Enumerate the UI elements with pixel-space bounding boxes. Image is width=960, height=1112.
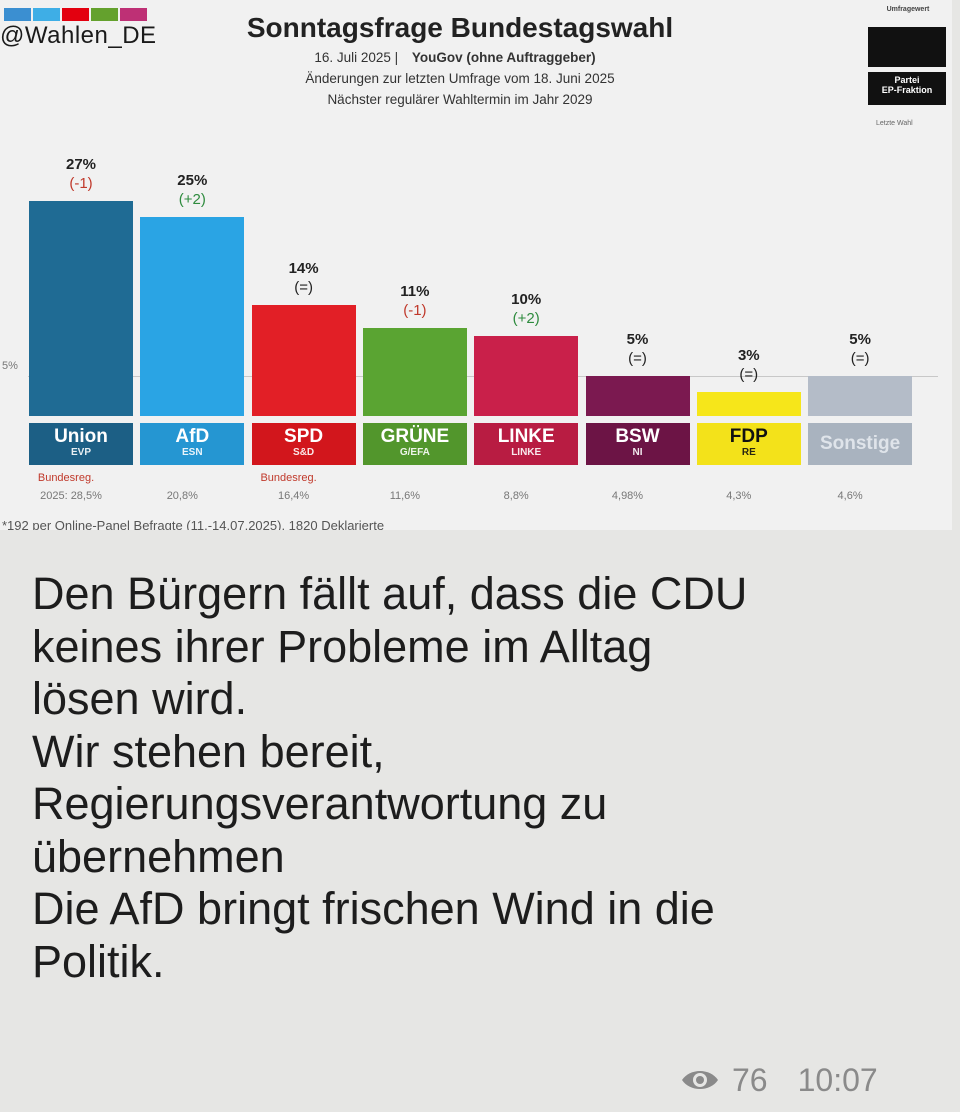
bar-change-label: (+2) — [512, 310, 540, 328]
bar-spd — [251, 304, 356, 416]
bar-linke — [474, 336, 579, 416]
message-time: 10:07 — [797, 1061, 878, 1098]
chart-subtitle-change: Änderungen zur letzten Umfrage vom 18. J… — [305, 71, 615, 86]
party-name: FDP — [729, 426, 768, 447]
party-plate-grüne: GRÜNE G/EFA — [362, 423, 467, 465]
last-election-value: 16,4% — [277, 490, 310, 502]
last-election-value: 4,3% — [726, 490, 752, 502]
bar-bsw — [585, 376, 690, 416]
ep-group-label: G/EFA — [399, 447, 430, 458]
chart-subtitle-date: 16. Juli 2025 | YouGov (ohne Auftraggebe… — [314, 50, 596, 65]
government-note: Bundesreg. — [37, 472, 95, 484]
bar-change-label: (=) — [739, 366, 759, 384]
eye-icon — [682, 1071, 718, 1089]
view-count: 76 — [732, 1061, 768, 1098]
ep-group-label: S&D — [293, 447, 315, 458]
bar-value-label: 11% — [400, 283, 430, 301]
last-election-value: 8,8% — [503, 490, 529, 502]
color-stripe — [33, 8, 60, 21]
party-plate-afd: AfD ESN — [140, 423, 245, 465]
bar-value-label: 5% — [849, 331, 871, 349]
threshold-label: 5% — [2, 360, 18, 373]
color-stripe — [62, 8, 89, 21]
bar-value-label: 10% — [511, 291, 542, 309]
ep-group-label: ESN — [182, 447, 203, 458]
last-election-value: 4,98% — [611, 490, 644, 502]
legend-umfragewert: Umfragewert — [886, 6, 930, 13]
message-meta: 76 10:07 — [680, 1060, 878, 1100]
ep-group-label: RE — [741, 447, 756, 458]
party-plate-sonstige: Sonstige — [808, 423, 913, 465]
party-name: BSW — [615, 426, 660, 447]
last-election-value: 4,6% — [837, 490, 863, 502]
last-election-value: 11,6% — [389, 490, 421, 502]
bar-value-label: 14% — [288, 259, 319, 277]
legend-last-election: Letzte Wahl — [876, 120, 913, 127]
party-name: Sonstige — [819, 433, 901, 454]
source-handle: @Wahlen_DE — [0, 22, 157, 49]
party-plate-spd: SPD S&D — [251, 423, 356, 465]
party-name: GRÜNE — [380, 426, 450, 447]
party-name: Union — [54, 426, 108, 447]
chart-footnote: *192 per Online-Panel Befragte (11.-14.0… — [2, 518, 385, 530]
bar-change-label: (=) — [294, 278, 313, 296]
chart-title: Sonntagsfrage Bundestagswahl — [246, 12, 674, 43]
bar-union — [29, 201, 133, 416]
ep-group-label: LINKE — [511, 447, 542, 458]
bar-afd — [140, 216, 245, 416]
party-name: SPD — [284, 426, 324, 447]
bar-change-label: (=) — [850, 350, 870, 368]
poll-chart-image[interactable]: @Wahlen_DE Sonntagsfrage Bundestagswahl … — [0, 0, 952, 530]
color-stripe — [120, 8, 147, 21]
bar-change-label: (-1) — [69, 175, 93, 192]
party-name: AfD — [175, 426, 210, 447]
bar-value-label: 5% — [626, 331, 649, 349]
party-name: LINKE — [497, 426, 555, 447]
legend-party-box: Partei EP-Fraktion — [868, 72, 946, 105]
message-text: Den Bürgern fällt auf, dass die CDU kein… — [32, 568, 748, 987]
bar-grüne — [362, 328, 467, 416]
party-plate-fdp: FDP RE — [696, 423, 801, 465]
bar-value-label: 27% — [65, 156, 97, 173]
bar-change-label: (-1) — [403, 302, 427, 320]
bar-change-label: (+2) — [178, 190, 206, 208]
bar-sonstige — [808, 376, 913, 416]
color-stripe — [4, 8, 31, 21]
legend-box — [868, 27, 946, 67]
party-plate-bsw: BSW NI — [585, 423, 690, 465]
last-election-value: 2025: 28,5% — [40, 490, 102, 502]
ep-group-label: NI — [632, 447, 643, 458]
ep-group-label: EVP — [70, 447, 91, 458]
party-plate-union: Union EVP — [29, 423, 133, 465]
chart-subtitle-next: Nächster regulärer Wahltermin im Jahr 20… — [327, 92, 593, 107]
bar-change-label: (=) — [628, 350, 647, 368]
color-stripe — [91, 8, 118, 21]
last-election-value: 20,8% — [166, 490, 198, 502]
bar-fdp — [696, 392, 801, 416]
bar-value-label: 25% — [177, 171, 208, 189]
government-note: Bundesreg. — [260, 472, 317, 484]
bar-value-label: 3% — [737, 347, 760, 365]
party-plate-linke: LINKE LINKE — [474, 423, 579, 465]
